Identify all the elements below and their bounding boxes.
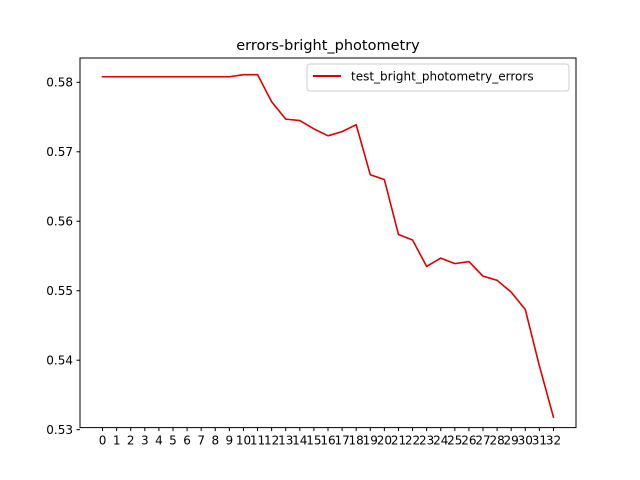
y-tick-label: 0.57 [46,145,73,159]
x-tick-label: 8 [211,434,219,448]
x-tick-label: 27 [475,434,490,448]
x-tick-label: 17 [334,434,349,448]
y-tick-label: 0.58 [46,76,73,90]
y-tick-label: 0.56 [46,215,73,229]
legend-box [306,63,570,92]
x-tick-label: 18 [349,434,364,448]
x-tick-label: 22 [405,434,420,448]
y-tick-label: 0.54 [46,354,73,368]
x-tick-label: 1 [113,434,121,448]
x-tick-label: 3 [141,434,149,448]
x-tick-label: 11 [250,434,265,448]
y-tick-label: 0.55 [46,284,73,298]
x-axis: 0 1 2 3 4 5 6 7 8 9 101112131415161718192021222324… [99,427,561,448]
series-line [101,73,555,419]
x-tick-label: 16 [320,434,335,448]
x-tick-label: 25 [447,434,462,448]
x-tick-label: 19 [363,434,378,448]
x-tick-label: 5 [169,434,177,448]
x-tick-label: 20 [377,434,392,448]
legend-label: test_bright_photometry_errors [351,70,534,84]
x-tick-label: 9 [226,434,234,448]
x-tick-label: 4 [155,434,163,448]
x-tick-label: 29 [504,434,519,448]
x-tick-label: 24 [433,434,448,448]
legend: test_bright_photometry_errors [306,63,570,92]
x-tick-label: 26 [461,434,476,448]
x-tick-label: 28 [489,434,504,448]
x-tick-label: 15 [306,434,321,448]
x-tick-label: 10 [236,434,251,448]
x-tick-label: 0 [99,434,107,448]
x-tick-label: 23 [419,434,434,448]
x-tick-label: 14 [292,434,307,448]
x-tick-label: 13 [278,434,293,448]
x-tick-label: 30 [518,434,533,448]
x-tick-label: 12 [264,434,279,448]
x-tick-label: 2 [127,434,135,448]
y-tick-label: 0.53 [46,423,73,437]
series-layer [101,73,555,419]
x-tick-label: 32 [546,434,561,448]
x-tick-label: 31 [532,434,547,448]
chart-title: errors-bright_photometry [236,38,420,54]
x-tick-label: 6 [183,434,191,448]
y-axis: 0.53 0.54 0.55 0.56 0.57 0.58 [46,76,80,437]
x-tick-label: 21 [391,434,406,448]
x-tick-label: 7 [197,434,205,448]
